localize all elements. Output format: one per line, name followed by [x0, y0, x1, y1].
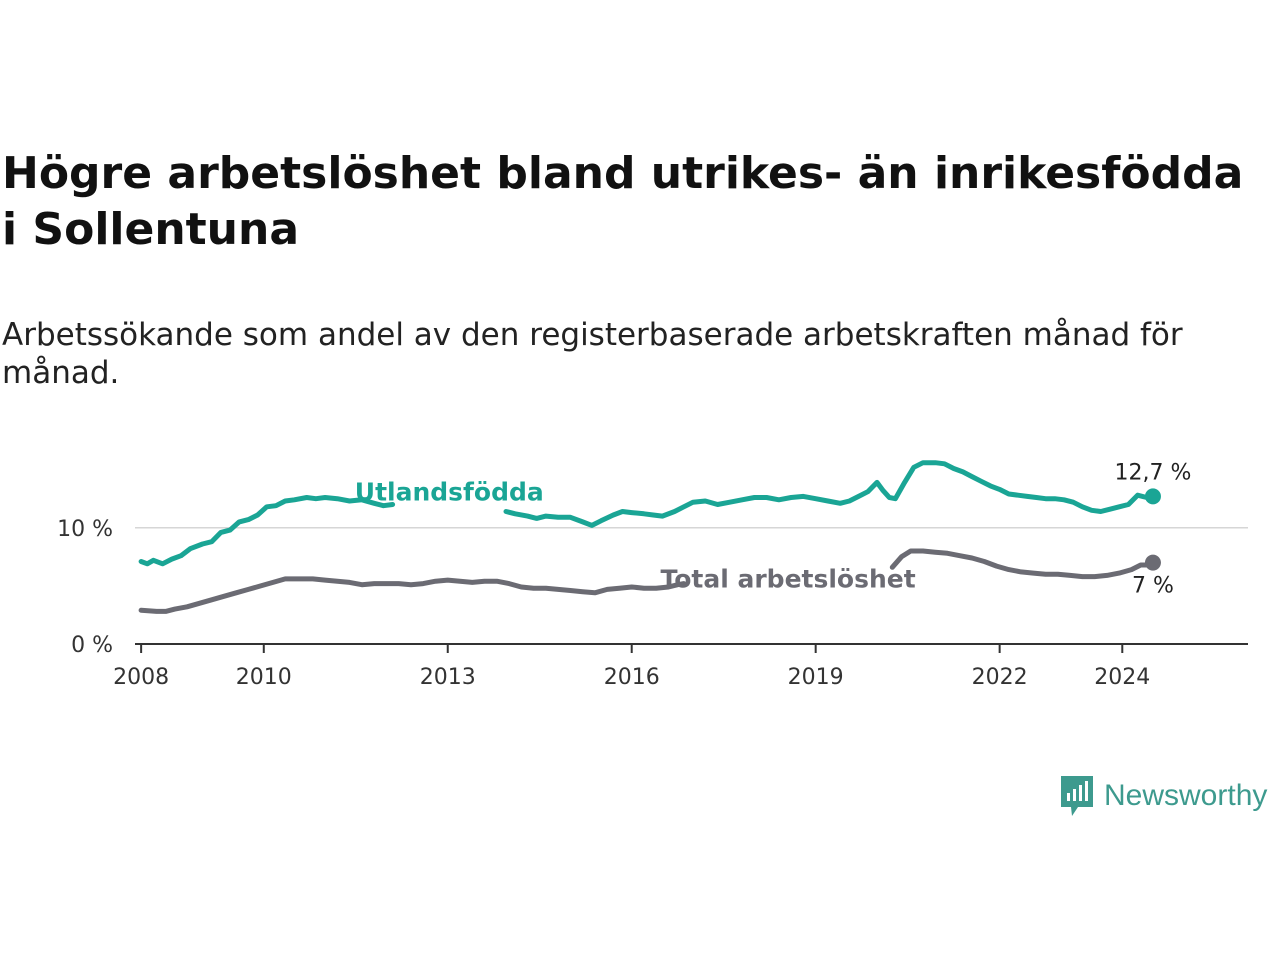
end-point-utlandsfodda [1144, 488, 1161, 505]
end-value-label-total: 7 % [1132, 574, 1174, 599]
series-line-total-continued [889, 548, 1156, 580]
y-tick-label: 0 % [71, 633, 113, 658]
bar-chart-bubble-icon [1061, 776, 1093, 816]
x-tick-label: 2016 [604, 665, 660, 690]
end-value-label-utlandsfodda: 12,7 % [1115, 460, 1192, 485]
x-tick-label: 2008 [113, 665, 169, 690]
page-title: Högre arbetslöshet bland utrikes- än inr… [2, 148, 1244, 255]
chart-subtitle: Arbetssökande som andel av den registerb… [2, 317, 1183, 391]
series-line-total [138, 576, 687, 614]
newsworthy-logo: Newsworthy [1058, 774, 1267, 818]
line-chart: 0 % 10 % 2008 2010 2013 2016 2019 2022 2024 12,… [57, 460, 1248, 690]
series-label-utlandsfodda: Utlandsfödda [355, 478, 544, 507]
brand-name: Newsworthy [1104, 779, 1268, 812]
series-label-total: Total arbetslöshet [660, 565, 915, 594]
x-tick-label: 2010 [236, 665, 292, 690]
series-lines [138, 460, 1161, 614]
x-tick-label: 2022 [972, 665, 1028, 690]
x-tick-label: 2019 [788, 665, 844, 690]
x-tick-label: 2013 [420, 665, 476, 690]
x-tick-label: 2024 [1094, 665, 1150, 690]
y-axis-ticks: 0 % 10 % [57, 517, 113, 658]
y-tick-label: 10 % [57, 517, 113, 542]
end-point-total [1144, 554, 1161, 571]
series-line-utlandsfodda-continued [503, 460, 1156, 528]
series-line-utlandsfodda [138, 495, 396, 567]
x-axis-ticks: 2008 2010 2013 2016 2019 2022 2024 [113, 644, 1150, 690]
series-labels: 12,7 % 7 % Utlandsfödda Total arbetslöshet [355, 460, 1192, 598]
